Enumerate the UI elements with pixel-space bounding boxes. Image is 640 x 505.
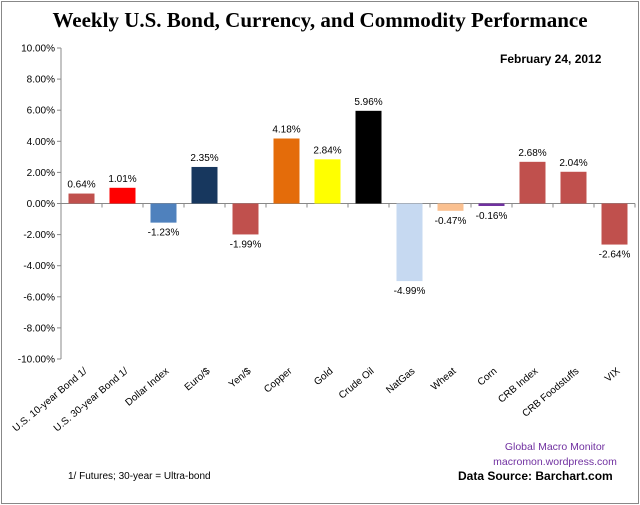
bar: [355, 110, 382, 204]
y-tick-label: -4.00%: [23, 261, 55, 272]
data-label: -0.16%: [476, 211, 508, 222]
data-label: 1.01%: [108, 174, 136, 185]
data-label: -2.64%: [599, 250, 631, 261]
bar: [109, 187, 136, 204]
y-tick-label: -8.00%: [23, 323, 55, 334]
y-tick-label: 0.00%: [27, 199, 55, 210]
y-tick-label: 4.00%: [27, 137, 55, 148]
data-source: Data Source: Barchart.com: [458, 469, 613, 483]
chart-title: Weekly U.S. Bond, Currency, and Commodit…: [52, 8, 588, 32]
x-tick-label: Corn: [476, 366, 500, 388]
data-label: 2.68%: [518, 148, 546, 159]
bar: [478, 203, 505, 206]
bar: [601, 203, 628, 245]
date-annotation: February 24, 2012: [500, 52, 602, 66]
x-tick-label: Crude Oil: [337, 366, 376, 402]
y-tick-label: 2.00%: [27, 168, 55, 179]
y-tick-label: -10.00%: [18, 355, 55, 366]
data-label: 2.84%: [313, 145, 341, 156]
data-label: 5.96%: [354, 97, 382, 108]
bar: [560, 171, 587, 204]
bar: [314, 159, 341, 204]
data-label: 2.04%: [559, 158, 587, 169]
bar: [68, 193, 95, 204]
x-tick-label: U.S. 30-year Bond 1/: [52, 366, 131, 435]
y-tick-label: 6.00%: [27, 106, 55, 117]
y-tick-label: -2.00%: [23, 230, 55, 241]
x-tick-label: NatGas: [384, 366, 417, 396]
y-tick-label: -6.00%: [23, 292, 55, 303]
footnote: 1/ Futures; 30-year = Ultra-bond: [68, 471, 211, 482]
watermark: Global Macro Monitor macromon.wordpress.c…: [480, 440, 630, 470]
y-tick-label: 8.00%: [27, 75, 55, 86]
x-tick-label: Wheat: [429, 366, 458, 393]
bar: [150, 203, 177, 223]
x-tick-label: U.S. 10-year Bond 1/: [11, 366, 90, 435]
data-label: -1.99%: [230, 239, 262, 250]
y-tick-label: 10.00%: [21, 44, 55, 55]
bar: [396, 203, 423, 282]
x-tick-label: Copper: [262, 365, 295, 395]
bar: [519, 161, 546, 204]
bar: [273, 138, 300, 204]
watermark-line-2: macromon.wordpress.com: [493, 456, 617, 468]
data-label: 2.35%: [190, 153, 218, 164]
bar: [232, 203, 259, 235]
bar: [191, 166, 218, 204]
data-label: -0.47%: [435, 216, 467, 227]
x-tick-label: VIX: [603, 366, 623, 385]
x-tick-label: Yen/$: [227, 366, 254, 391]
data-label: -1.23%: [148, 228, 180, 239]
x-tick-label: Dollar Index: [123, 366, 171, 409]
x-tick-label: Euro/$: [183, 366, 213, 394]
data-label: 4.18%: [272, 125, 300, 136]
x-tick-label: Gold: [312, 366, 335, 388]
data-label: -4.99%: [394, 286, 426, 297]
bar: [437, 203, 464, 211]
watermark-line-1: Global Macro Monitor: [504, 441, 606, 453]
data-label: 0.64%: [67, 180, 95, 191]
